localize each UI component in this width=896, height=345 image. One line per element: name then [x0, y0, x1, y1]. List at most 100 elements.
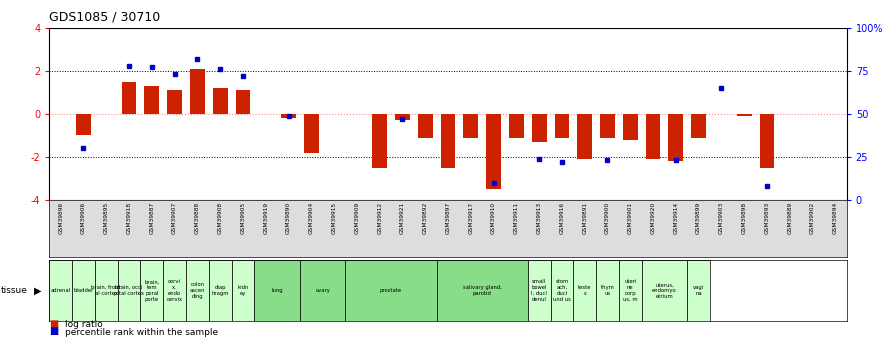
- Bar: [72, 260, 95, 321]
- Text: GDS1085 / 30710: GDS1085 / 30710: [49, 10, 160, 23]
- Text: GSM39912: GSM39912: [377, 202, 383, 234]
- Bar: [596, 260, 619, 321]
- Text: GSM39910: GSM39910: [491, 202, 496, 234]
- Bar: [144, 86, 159, 114]
- Text: uteri
ne
corp
us, m: uteri ne corp us, m: [623, 279, 638, 302]
- Bar: [117, 260, 141, 321]
- Bar: [463, 114, 478, 138]
- Bar: [509, 114, 524, 138]
- Text: GSM39916: GSM39916: [559, 202, 564, 234]
- Text: GSM39902: GSM39902: [810, 202, 815, 234]
- Bar: [555, 114, 569, 138]
- Bar: [687, 260, 710, 321]
- Text: log ratio: log ratio: [65, 321, 103, 329]
- Bar: [737, 114, 752, 116]
- Text: teste
s: teste s: [578, 285, 591, 296]
- Bar: [141, 260, 163, 321]
- Text: GSM39888: GSM39888: [194, 202, 200, 234]
- Text: GSM39905: GSM39905: [240, 202, 246, 234]
- Bar: [577, 114, 592, 159]
- Bar: [372, 114, 387, 168]
- Text: GSM39891: GSM39891: [582, 202, 587, 234]
- Bar: [623, 114, 638, 140]
- Text: GSM39900: GSM39900: [605, 202, 610, 234]
- Bar: [236, 90, 250, 114]
- Bar: [304, 114, 319, 152]
- Bar: [76, 114, 90, 136]
- Text: GSM39895: GSM39895: [104, 202, 108, 234]
- Text: vagi
na: vagi na: [693, 285, 704, 296]
- Bar: [346, 260, 436, 321]
- Text: GSM39904: GSM39904: [309, 202, 314, 234]
- Text: thym
us: thym us: [600, 285, 615, 296]
- Bar: [573, 260, 596, 321]
- Text: ▶: ▶: [34, 286, 41, 296]
- Text: GSM39907: GSM39907: [172, 202, 177, 234]
- Bar: [281, 114, 296, 118]
- Text: GSM39918: GSM39918: [126, 202, 132, 234]
- Text: GSM39893: GSM39893: [764, 202, 770, 234]
- Bar: [528, 260, 550, 321]
- Text: brain,
tem
poral
porte: brain, tem poral porte: [144, 279, 159, 302]
- Text: small
bowel
l, ducl
denul: small bowel l, ducl denul: [531, 279, 547, 302]
- Text: GSM39906: GSM39906: [81, 202, 86, 234]
- Bar: [168, 90, 182, 114]
- Text: GSM39921: GSM39921: [400, 202, 405, 234]
- Text: GSM39920: GSM39920: [650, 202, 656, 234]
- Text: GSM39919: GSM39919: [263, 202, 268, 234]
- Text: brain, front
al cortex: brain, front al cortex: [91, 285, 121, 296]
- Bar: [760, 114, 774, 168]
- Bar: [550, 260, 573, 321]
- Bar: [395, 114, 409, 120]
- Bar: [418, 114, 433, 138]
- Text: ■: ■: [49, 319, 58, 329]
- Bar: [691, 114, 706, 138]
- Text: GSM39903: GSM39903: [719, 202, 724, 234]
- Text: GSM39887: GSM39887: [150, 202, 154, 234]
- Text: lung: lung: [271, 288, 283, 293]
- Bar: [186, 260, 209, 321]
- Text: GSM39914: GSM39914: [673, 202, 678, 234]
- Bar: [646, 114, 660, 159]
- Bar: [600, 114, 615, 138]
- Text: ovary: ovary: [315, 288, 330, 293]
- Bar: [436, 260, 528, 321]
- Text: GSM39896: GSM39896: [58, 202, 64, 234]
- Text: bladder: bladder: [73, 288, 94, 293]
- Text: ■: ■: [49, 326, 58, 336]
- Text: tissue: tissue: [1, 286, 28, 295]
- Bar: [212, 88, 228, 114]
- Text: GSM39909: GSM39909: [354, 202, 359, 234]
- Bar: [122, 81, 136, 114]
- Bar: [619, 260, 642, 321]
- Bar: [642, 260, 687, 321]
- Text: GSM39890: GSM39890: [286, 202, 291, 234]
- Text: GSM39899: GSM39899: [696, 202, 702, 234]
- Bar: [487, 114, 501, 189]
- Bar: [163, 260, 186, 321]
- Bar: [531, 114, 547, 142]
- Bar: [231, 260, 254, 321]
- Text: cervi
x,
endo
cervix: cervi x, endo cervix: [167, 279, 183, 302]
- Text: salivary gland,
parotid: salivary gland, parotid: [462, 285, 502, 296]
- Text: uterus,
endomyo
etrium: uterus, endomyo etrium: [652, 282, 676, 299]
- Bar: [190, 69, 205, 114]
- Text: percentile rank within the sample: percentile rank within the sample: [65, 328, 219, 337]
- Text: GSM39892: GSM39892: [423, 202, 427, 234]
- Bar: [668, 114, 684, 161]
- Text: GSM39901: GSM39901: [628, 202, 633, 234]
- Text: GSM39898: GSM39898: [742, 202, 746, 234]
- Bar: [441, 114, 455, 168]
- Bar: [254, 260, 300, 321]
- Bar: [300, 260, 346, 321]
- Bar: [95, 260, 117, 321]
- Text: colon
ascen
ding: colon ascen ding: [190, 282, 205, 299]
- Text: diap
hragm: diap hragm: [211, 285, 228, 296]
- Text: GSM39917: GSM39917: [469, 202, 473, 234]
- Text: GSM39889: GSM39889: [788, 202, 792, 234]
- Text: prostate: prostate: [380, 288, 402, 293]
- Text: stom
ach,
ducl
und us: stom ach, ducl und us: [553, 279, 571, 302]
- Text: adrenal: adrenal: [50, 288, 71, 293]
- Text: GSM39913: GSM39913: [537, 202, 542, 234]
- Text: GSM39915: GSM39915: [332, 202, 337, 234]
